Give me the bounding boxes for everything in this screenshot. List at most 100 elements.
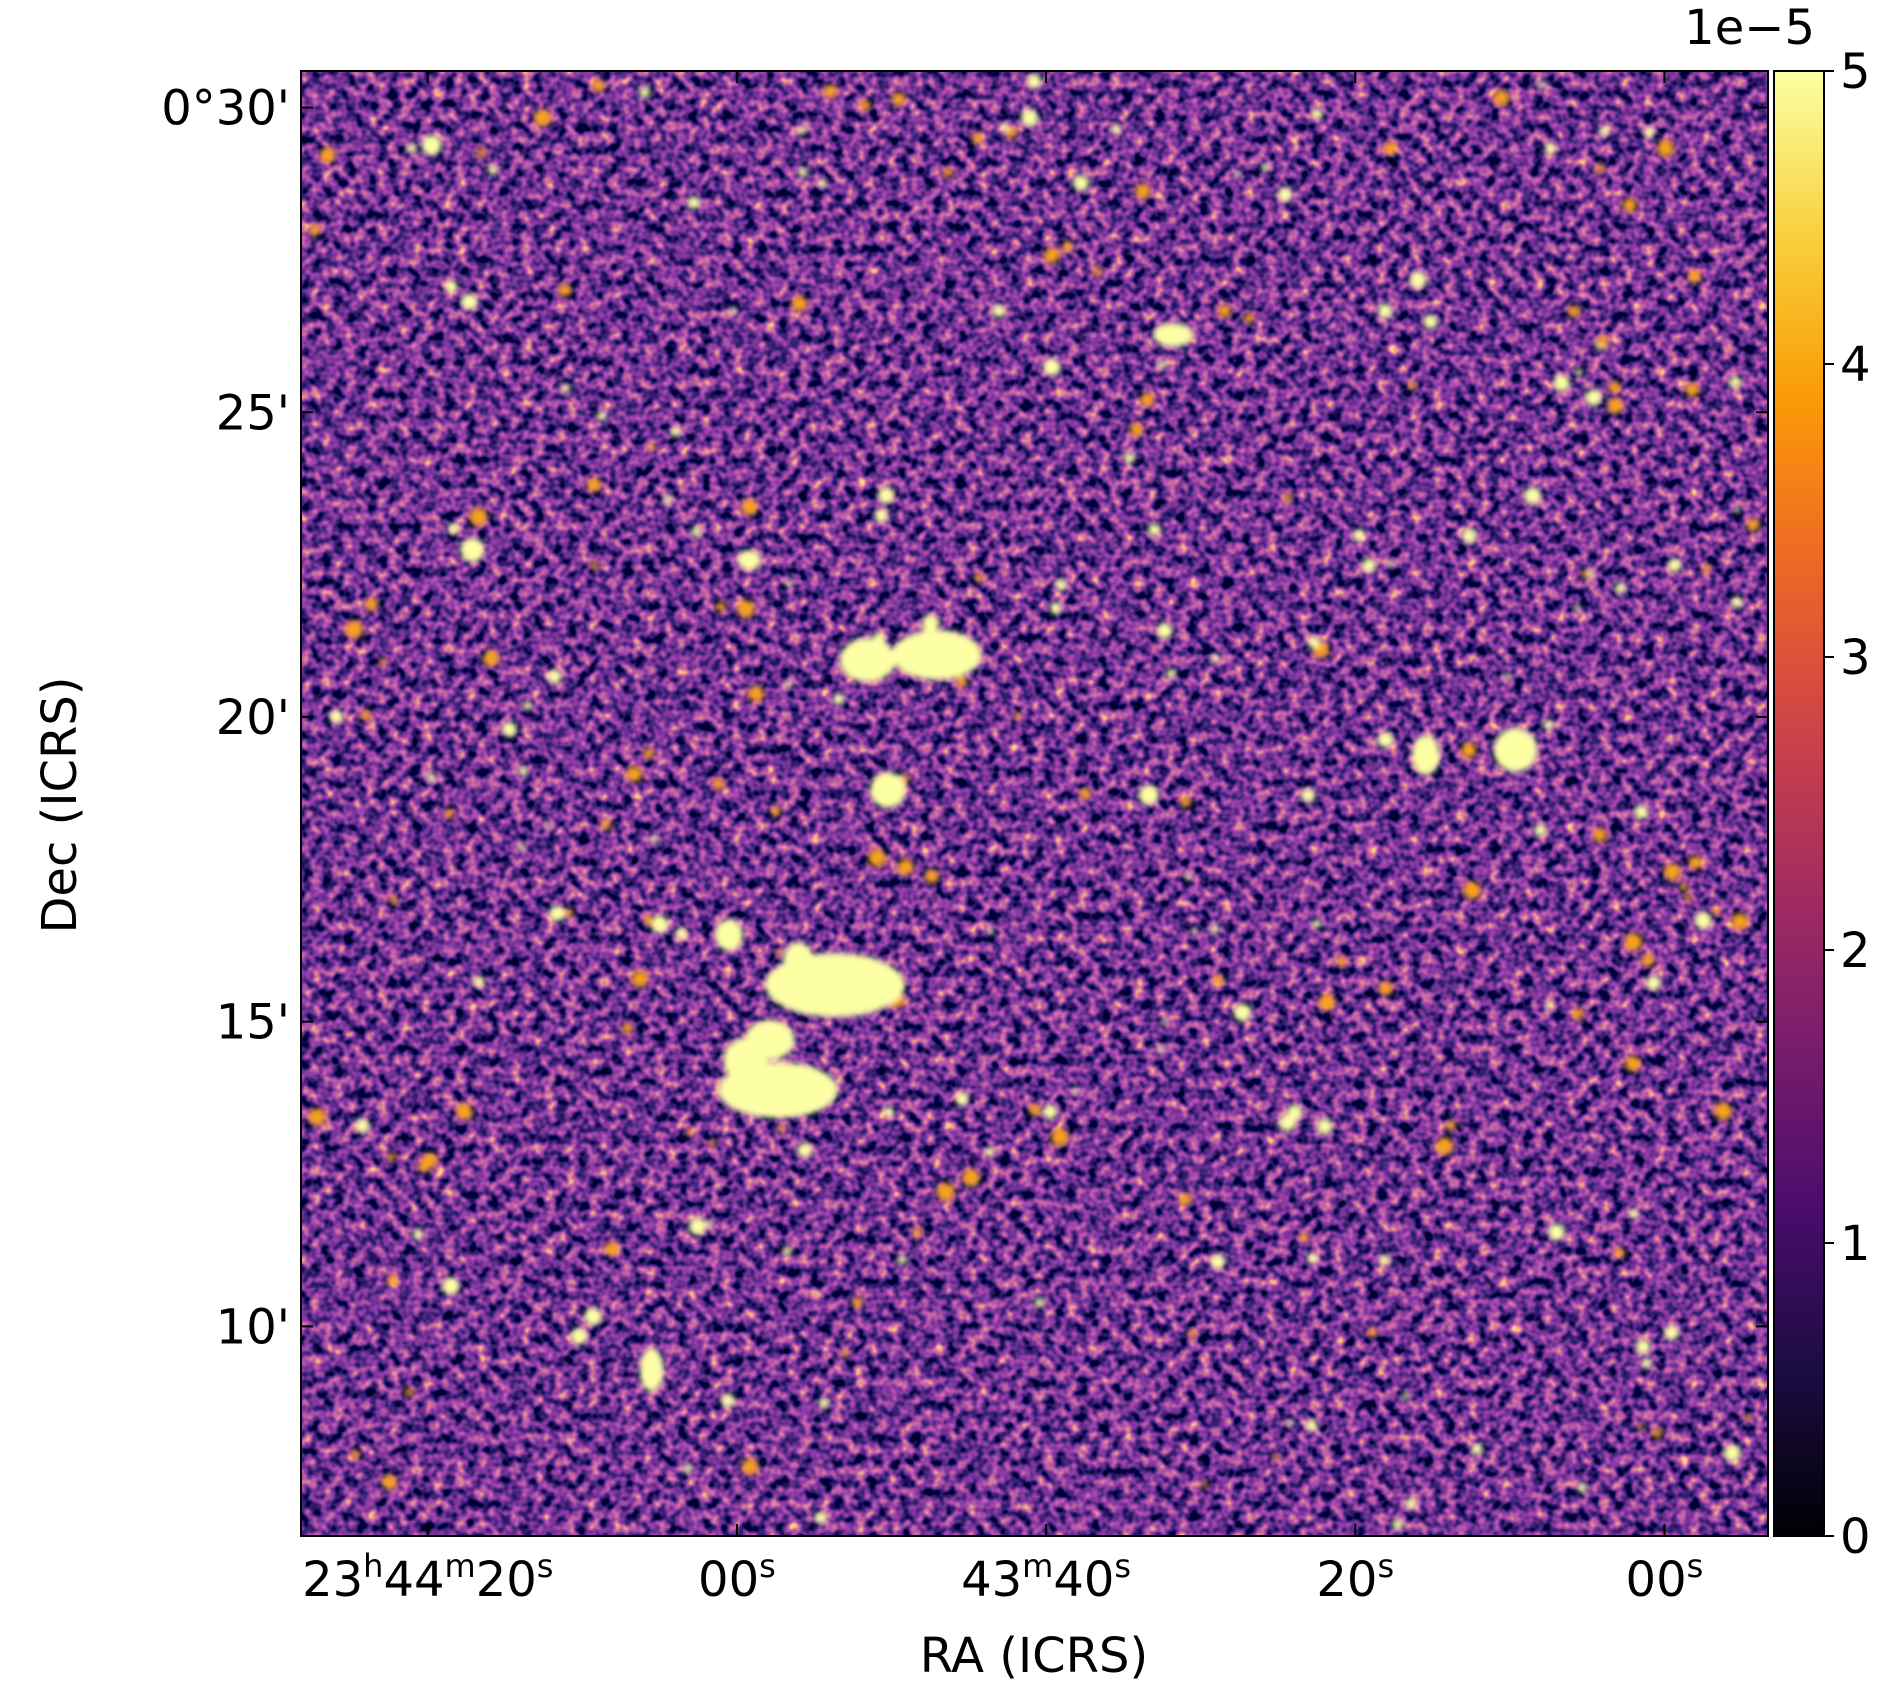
source — [417, 1161, 429, 1173]
source — [329, 709, 344, 724]
source — [639, 86, 651, 98]
source — [1188, 1329, 1197, 1338]
colorbar-tick-label: 4 — [1840, 337, 1871, 393]
source — [686, 1128, 693, 1136]
source — [1387, 560, 1395, 568]
source — [798, 167, 808, 177]
source — [675, 927, 688, 940]
colorbar — [1773, 70, 1825, 1537]
source — [473, 975, 485, 988]
source — [604, 1242, 619, 1256]
source — [1014, 712, 1022, 720]
source — [1211, 654, 1220, 663]
source — [1635, 1339, 1651, 1355]
source — [1494, 90, 1510, 106]
x-tick-label-part: 44 — [383, 1552, 444, 1608]
source — [782, 1246, 792, 1256]
colorbar-offset: 1e−5 — [1684, 0, 1815, 56]
bright-source — [639, 1348, 664, 1392]
source — [1625, 1056, 1641, 1072]
bright-source — [723, 1038, 768, 1082]
source — [688, 1217, 707, 1236]
source — [1140, 392, 1154, 407]
source — [309, 225, 320, 236]
plot-frame — [300, 70, 1769, 1537]
bright-source — [839, 638, 896, 682]
source — [1545, 1001, 1555, 1010]
source — [1233, 170, 1240, 177]
source — [1679, 882, 1688, 891]
source — [897, 1255, 907, 1265]
source — [663, 494, 673, 505]
y-tick-label: 10' — [216, 1299, 290, 1355]
source — [1043, 358, 1061, 376]
source — [387, 1275, 398, 1286]
colorbar-tick-label: 3 — [1840, 630, 1871, 686]
colorbar-tick-label: 5 — [1840, 44, 1871, 100]
source — [444, 808, 454, 818]
source — [1622, 198, 1637, 213]
x-tick-label-part: s — [1687, 1547, 1704, 1585]
source — [1435, 1137, 1453, 1155]
source — [570, 1327, 588, 1345]
source — [487, 165, 498, 175]
source — [1278, 1114, 1296, 1132]
source — [1244, 313, 1255, 324]
source — [1079, 788, 1091, 800]
source — [1318, 994, 1336, 1011]
source — [748, 685, 764, 702]
source — [1157, 360, 1167, 370]
source — [461, 293, 478, 311]
source — [1135, 183, 1151, 199]
source — [1092, 267, 1102, 276]
source — [1377, 303, 1393, 319]
source — [1307, 1252, 1319, 1264]
source — [308, 1108, 326, 1126]
source — [713, 778, 725, 790]
source — [683, 1464, 693, 1474]
source — [1402, 1392, 1410, 1400]
x-tick-label-part: s — [759, 1547, 776, 1585]
source — [1731, 596, 1743, 609]
sources — [308, 73, 1760, 1530]
source — [1273, 1454, 1280, 1461]
source — [868, 849, 886, 867]
source — [1593, 828, 1607, 842]
source — [626, 766, 643, 782]
source — [1157, 1045, 1165, 1053]
source — [1685, 382, 1700, 397]
y-tick-label: 25' — [216, 385, 290, 441]
source — [320, 147, 336, 163]
source — [1643, 126, 1655, 138]
source — [1111, 124, 1122, 135]
source — [1688, 856, 1703, 870]
image-noise — [301, 71, 1768, 1536]
source — [1553, 374, 1571, 392]
source — [1029, 1104, 1041, 1116]
x-tick-label-part: 43 — [961, 1552, 1022, 1608]
source — [1072, 1087, 1080, 1095]
source — [1663, 863, 1681, 881]
source — [785, 579, 793, 587]
x-tick-label-part: m — [445, 1547, 476, 1585]
x-tick-label-part: m — [1022, 1547, 1053, 1585]
source — [1336, 956, 1347, 967]
source — [1147, 523, 1161, 537]
source — [992, 304, 1006, 318]
source — [1573, 604, 1581, 612]
source — [1657, 139, 1675, 157]
x-tick-label-part: 23 — [302, 1552, 363, 1608]
source — [1641, 1358, 1652, 1369]
source — [1027, 73, 1042, 89]
source — [706, 1220, 714, 1227]
source — [1461, 528, 1477, 544]
source — [1316, 1118, 1333, 1135]
source — [1305, 1419, 1318, 1431]
source — [564, 908, 573, 917]
source — [921, 614, 940, 633]
source — [1624, 933, 1643, 951]
source — [1392, 1518, 1404, 1530]
source — [1179, 1193, 1192, 1206]
source — [561, 383, 571, 393]
source — [1352, 529, 1366, 542]
